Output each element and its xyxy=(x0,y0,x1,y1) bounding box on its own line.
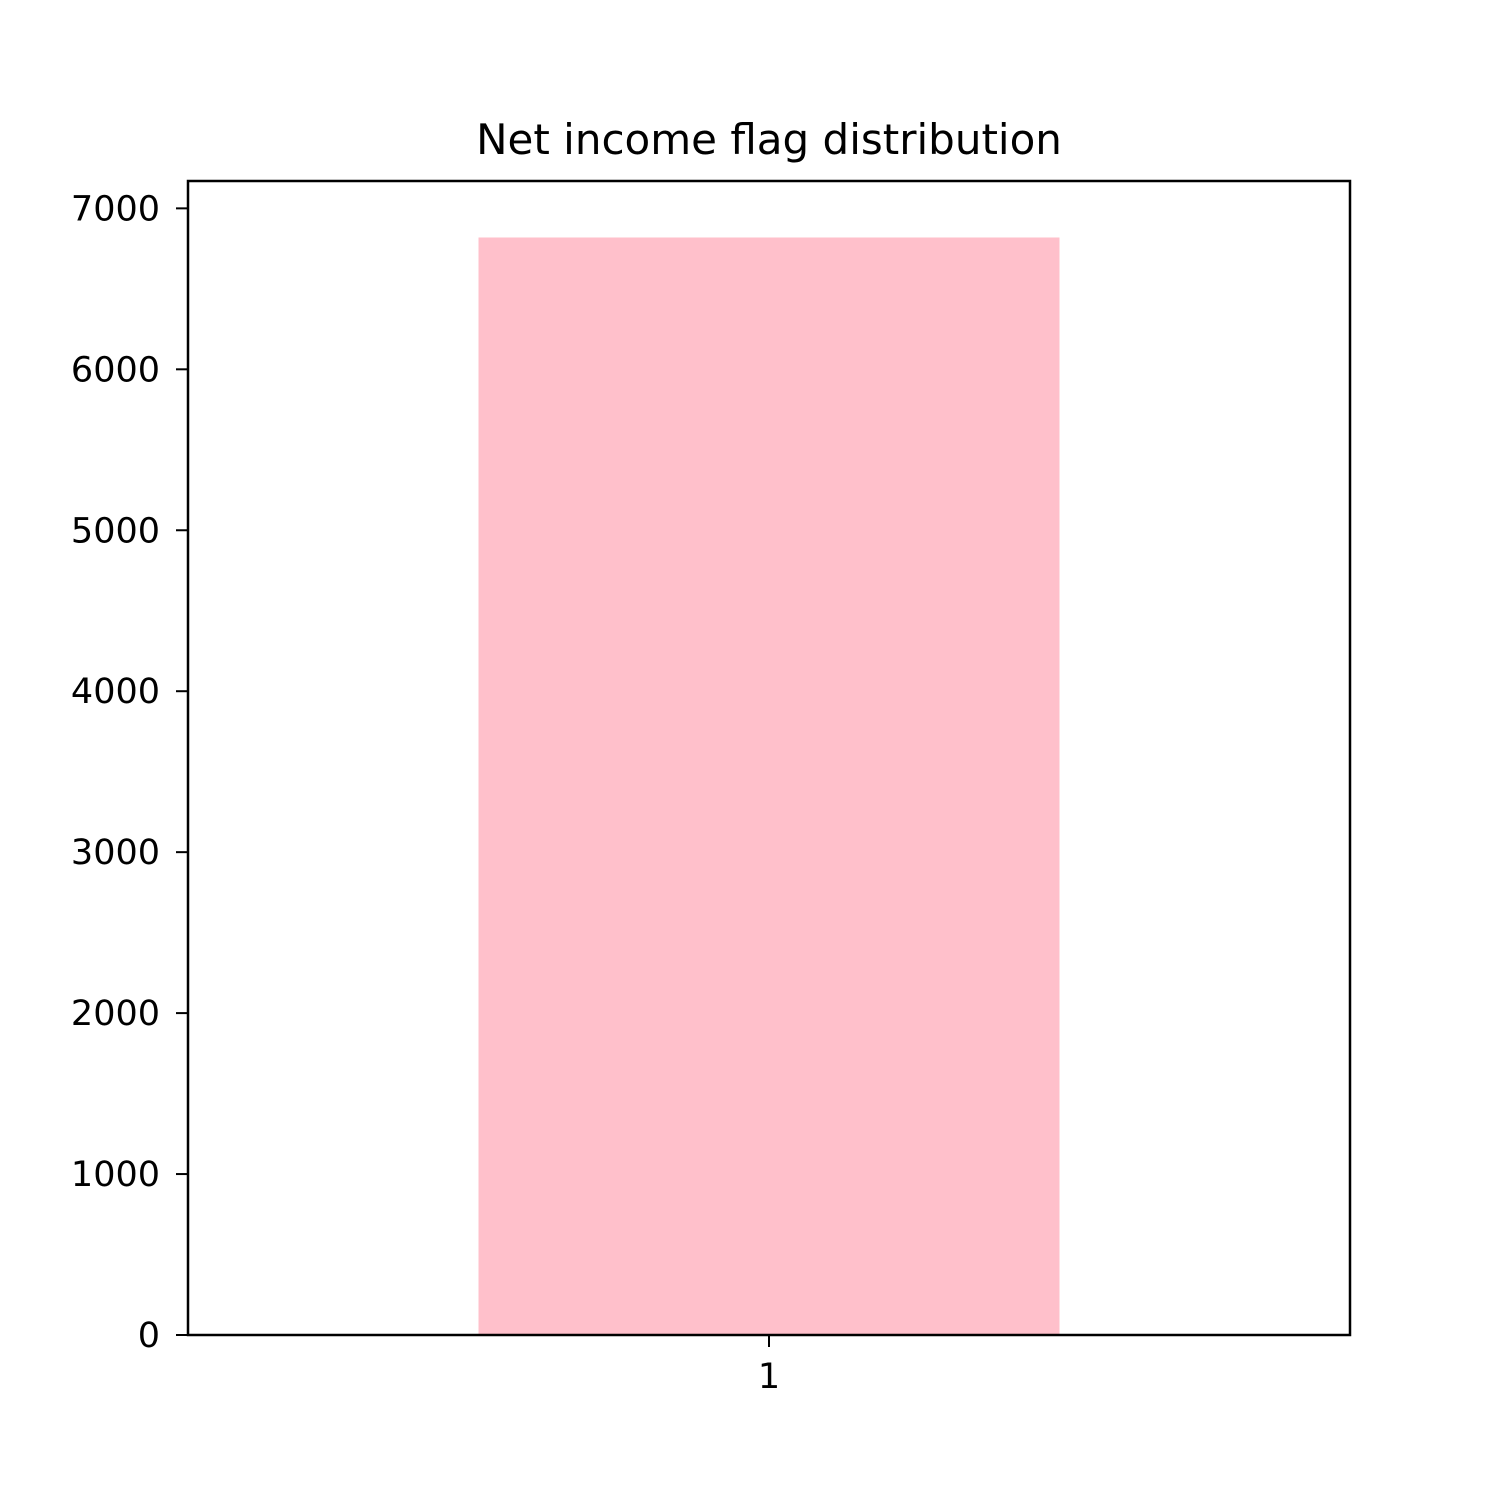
plot-frame xyxy=(186,179,1352,1337)
y-tick-label: 2000 xyxy=(71,994,160,1034)
y-tick-label: 0 xyxy=(138,1316,160,1356)
y-tick-label: 5000 xyxy=(71,511,160,551)
y-tick-label: 6000 xyxy=(71,350,160,390)
x-axis: 1 xyxy=(758,1335,780,1397)
y-tick-label: 7000 xyxy=(71,189,160,229)
y-tick-label: 3000 xyxy=(71,833,160,873)
bars-layer xyxy=(478,237,1060,1335)
x-tick-label: 1 xyxy=(758,1357,780,1397)
y-tick-label: 4000 xyxy=(71,672,160,712)
y-tick-label: 1000 xyxy=(71,1155,160,1195)
bar-1 xyxy=(478,237,1060,1335)
chart-title: Net income flag distribution xyxy=(476,115,1062,164)
y-axis: 0 1000 2000 3000 4000 5000 6000 7000 xyxy=(71,189,188,1356)
